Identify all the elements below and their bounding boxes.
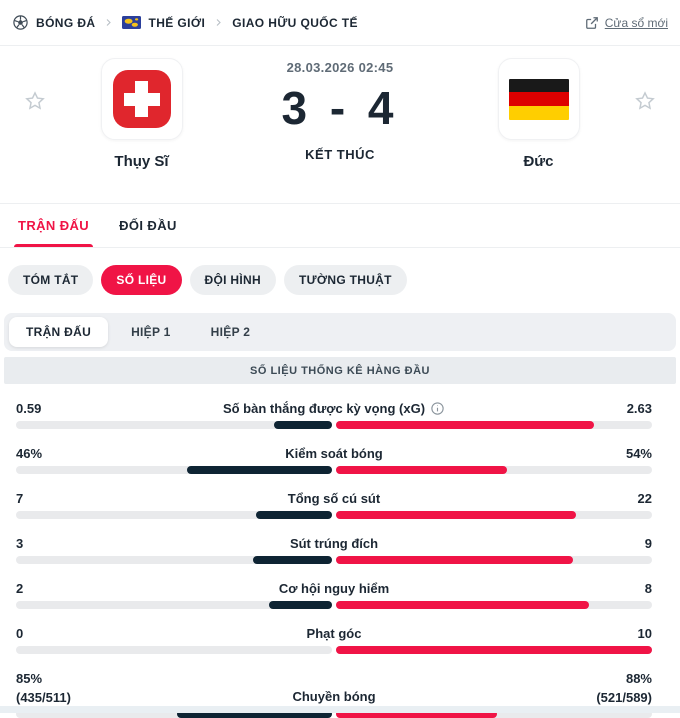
away-team: Đức [455, 58, 622, 203]
primary-tabs: TRẬN ĐẤU ĐỐI ĐẦU [0, 203, 680, 248]
tab-label: ĐỐI ĐẦU [119, 218, 177, 233]
new-window-label: Cửa sổ mới [604, 15, 668, 30]
stat-row: 0.59 Số bàn thắng được kỳ vọng (xG) 2.63 [16, 401, 652, 429]
home-stat-value: 85% (435/511) [16, 671, 71, 705]
stat-label: Cơ hội nguy hiểm [278, 581, 390, 596]
stat-row: 3 Sút trúng đích 9 [16, 536, 652, 564]
period-selector: TRẬN ĐẤU HIỆP 1 HIỆP 2 [4, 313, 676, 351]
stat-bar [16, 511, 652, 519]
away-stat-value: 10 [637, 626, 652, 641]
external-link-icon [585, 16, 599, 30]
stat-bar [16, 601, 652, 609]
pill-label: ĐỘI HÌNH [204, 273, 261, 287]
breadcrumb-item-football[interactable]: BÓNG ĐÁ [12, 14, 95, 31]
home-team-logo[interactable] [100, 58, 183, 140]
pill-commentary[interactable]: TƯỜNG THUẬT [283, 265, 407, 295]
period-label: TRẬN ĐẤU [26, 325, 92, 339]
pill-label: SỐ LIỆU [116, 273, 167, 287]
breadcrumb: BÓNG ĐÁ THẾ GIỚI GIAO HỮU QUỐC TẾ [0, 0, 680, 46]
score-block: 28.03.2026 02:45 3 - 4 KẾT THÚC [225, 58, 455, 203]
home-team: Thụy Sĩ [58, 58, 225, 203]
away-team-logo[interactable] [497, 58, 580, 140]
pill-stats[interactable]: SỐ LIỆU [101, 265, 182, 295]
away-stat-value: 9 [644, 536, 652, 551]
home-stat-value: 0.59 [16, 401, 42, 416]
home-stat-value: 3 [16, 536, 24, 551]
info-icon[interactable] [430, 401, 445, 416]
stats-rows: 0.59 Số bàn thắng được kỳ vọng (xG) 2.63 46… [0, 384, 680, 718]
favorite-away-button[interactable] [622, 58, 668, 203]
secondary-tabs: TÓM TẮT SỐ LIỆU ĐỘI HÌNH TƯỜNG THUẬT [0, 248, 680, 313]
stat-label: Chuyền bóng [292, 689, 376, 704]
stat-bar [16, 556, 652, 564]
period-label: HIỆP 2 [210, 325, 251, 339]
stat-row: 46% Kiểm soát bóng 54% [16, 446, 652, 474]
stat-label: Tổng số cú sút [287, 491, 381, 506]
home-stat-value: 7 [16, 491, 24, 506]
match-score: 3 - 4 [281, 82, 399, 134]
pill-summary[interactable]: TÓM TẮT [8, 265, 94, 295]
pill-lineups[interactable]: ĐỘI HÌNH [189, 265, 276, 295]
stat-row: 2 Cơ hội nguy hiểm 8 [16, 581, 652, 609]
tab-match[interactable]: TRẬN ĐẤU [13, 204, 94, 247]
home-team-name[interactable]: Thụy Sĩ [114, 153, 169, 170]
pill-label: TÓM TẮT [23, 273, 79, 287]
tab-head-to-head[interactable]: ĐỐI ĐẦU [119, 204, 177, 247]
stat-label: Sút trúng đích [289, 536, 379, 551]
period-second-half[interactable]: HIỆP 2 [194, 317, 268, 347]
away-stat-value: 2.63 [626, 401, 652, 416]
stat-label: Phạt góc [306, 626, 362, 641]
home-stat-value: 46% [16, 446, 43, 461]
stat-bar [16, 421, 652, 429]
away-stat-value: 88% (521/589) [596, 671, 652, 705]
away-team-name[interactable]: Đức [523, 153, 554, 170]
away-stat-value: 22 [637, 491, 652, 506]
period-label: HIỆP 1 [131, 325, 171, 339]
favorite-home-button[interactable] [12, 58, 58, 203]
breadcrumb-label: BÓNG ĐÁ [36, 15, 96, 30]
away-stat-value: 54% [625, 446, 652, 461]
star-icon [634, 90, 656, 112]
switzerland-flag-icon [112, 70, 171, 128]
breadcrumb-item-world[interactable]: THẾ GIỚI [122, 16, 205, 30]
chevron-right-icon [104, 18, 113, 27]
soccer-ball-icon [12, 14, 29, 31]
stat-label: Số bàn thắng được kỳ vọng (xG) [96, 401, 572, 416]
breadcrumb-label: THẾ GIỚI [148, 15, 206, 30]
world-flag-icon [122, 16, 142, 29]
stat-label: Kiểm soát bóng [285, 446, 383, 461]
period-first-half[interactable]: HIỆP 1 [114, 317, 188, 347]
tab-label: TRẬN ĐẤU [18, 218, 90, 233]
pill-label: TƯỜNG THUẬT [298, 273, 392, 287]
star-icon [24, 90, 46, 112]
away-stat-value: 8 [644, 581, 652, 596]
stat-row: 7 Tổng số cú sút 22 [16, 491, 652, 519]
next-section-edge [0, 706, 680, 713]
stat-bar [16, 466, 652, 474]
home-stat-value: 2 [16, 581, 24, 596]
new-window-link[interactable]: Cửa sổ mới [585, 16, 668, 30]
stat-bar [16, 646, 652, 654]
match-status: KẾT THÚC [305, 147, 375, 162]
germany-flag-icon [508, 78, 569, 120]
stats-section-title: SỐ LIỆU THỐNG KÊ HÀNG ĐẦU [4, 357, 676, 384]
breadcrumb-item-friendly[interactable]: GIAO HỮU QUỐC TẾ [232, 16, 358, 30]
match-header: Thụy Sĩ 28.03.2026 02:45 3 - 4 KẾT THÚC … [0, 46, 680, 203]
breadcrumb-label: GIAO HỮU QUỐC TẾ [232, 15, 358, 30]
period-full-match[interactable]: TRẬN ĐẤU [9, 317, 109, 347]
stat-row: 0 Phạt góc 10 [16, 626, 652, 654]
home-stat-value: 0 [16, 626, 24, 641]
chevron-right-icon [214, 18, 223, 27]
match-datetime: 28.03.2026 02:45 [286, 60, 394, 75]
